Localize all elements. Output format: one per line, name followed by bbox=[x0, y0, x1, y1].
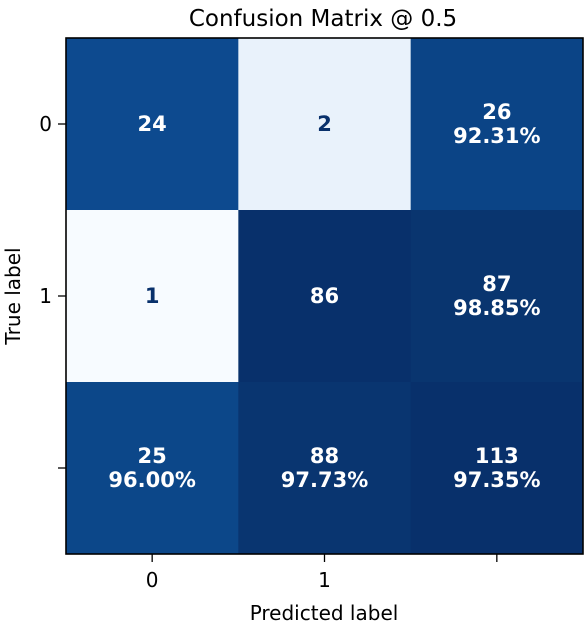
heatmap-cell-r1-c0 bbox=[66, 210, 239, 383]
chart-title: Confusion Matrix @ 0.5 bbox=[189, 6, 457, 32]
axis-ticks: 0 1 0 1 bbox=[39, 112, 498, 592]
heatmap-cell-r0-c1 bbox=[238, 38, 412, 211]
heatmap-cell-r2-c2 bbox=[410, 382, 584, 555]
heatmap-cell-r2-c1 bbox=[238, 382, 412, 555]
x-tick-label-1: 1 bbox=[318, 568, 331, 592]
y-tick-label-0: 0 bbox=[39, 112, 52, 136]
cell-label-r1-c2-line0: 87 bbox=[482, 272, 511, 296]
y-tick-label-1: 1 bbox=[39, 284, 52, 308]
cell-label-r2-c0-line1: 96.00% bbox=[108, 468, 195, 492]
heatmap-cell-r2-c0 bbox=[66, 382, 239, 555]
x-tick-label-0: 0 bbox=[146, 568, 159, 592]
heatmap-cell-r1-c2 bbox=[410, 210, 584, 383]
heatmap-cell-r0-c0 bbox=[66, 38, 239, 211]
cell-label-r2-c2-line0: 113 bbox=[475, 444, 519, 468]
cell-label-r0-c2-line0: 26 bbox=[482, 100, 511, 124]
y-axis-label: True label bbox=[1, 247, 25, 345]
heatmap-cell-r0-c2 bbox=[410, 38, 584, 211]
cell-label-r2-c1-line0: 88 bbox=[310, 444, 339, 468]
cell-label-r0-c2-line1: 92.31% bbox=[453, 124, 540, 148]
cell-label-r1-c0-line0: 1 bbox=[145, 284, 160, 308]
cell-label-r1-c1-line0: 86 bbox=[310, 284, 339, 308]
cell-label-r2-c0-line0: 25 bbox=[138, 444, 167, 468]
cell-label-r2-c2-line1: 97.35% bbox=[453, 468, 540, 492]
x-axis-label: Predicted label bbox=[250, 601, 399, 625]
cell-label-r2-c1-line1: 97.73% bbox=[281, 468, 368, 492]
cell-label-r0-c0-line0: 24 bbox=[138, 112, 167, 136]
heatmap-cell-r1-c1 bbox=[238, 210, 412, 383]
cell-label-r1-c2-line1: 98.85% bbox=[453, 296, 540, 320]
cell-label-r0-c1-line0: 2 bbox=[317, 112, 332, 136]
